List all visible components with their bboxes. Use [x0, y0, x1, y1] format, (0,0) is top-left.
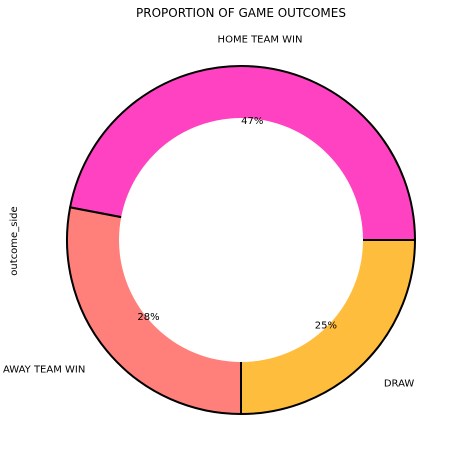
y-axis-label: outcome_side — [9, 206, 20, 275]
slice-label-home-team-win: HOME TEAM WIN — [218, 34, 303, 45]
pct-label-home-team-win: 47% — [241, 116, 263, 127]
pct-label-draw: 25% — [315, 320, 337, 331]
slice-label-away-team-win: AWAY TEAM WIN — [3, 364, 85, 375]
pct-label-away-team-win: 28% — [137, 312, 159, 323]
chart-title: PROPORTION OF GAME OUTCOMES — [136, 6, 346, 20]
slice-label-draw: DRAW — [384, 378, 415, 389]
donut-hole — [119, 118, 363, 362]
slice-labels: HOME TEAM WIN 47% AWAY TEAM WIN 28% DRAW 25% — [3, 34, 414, 389]
